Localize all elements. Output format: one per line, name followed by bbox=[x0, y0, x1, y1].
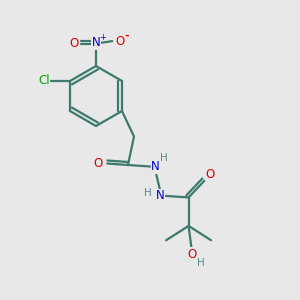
Text: N: N bbox=[151, 160, 160, 173]
Text: H: H bbox=[160, 153, 168, 163]
Text: O: O bbox=[94, 157, 103, 170]
Text: H: H bbox=[197, 258, 205, 268]
Text: O: O bbox=[206, 167, 215, 181]
Text: Cl: Cl bbox=[38, 74, 50, 88]
Text: +: + bbox=[99, 33, 106, 42]
Text: -: - bbox=[124, 31, 129, 41]
Text: O: O bbox=[69, 37, 78, 50]
Text: N: N bbox=[92, 36, 100, 50]
Text: O: O bbox=[116, 34, 124, 48]
Text: O: O bbox=[187, 248, 196, 261]
Text: H: H bbox=[144, 188, 152, 199]
Text: N: N bbox=[156, 189, 164, 203]
